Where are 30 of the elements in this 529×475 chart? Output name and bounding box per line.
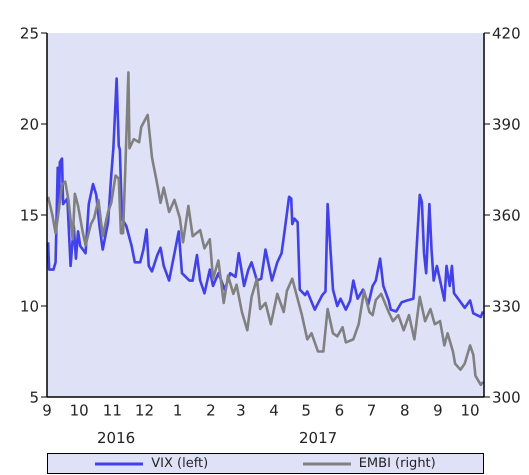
x-tick-label: 9: [433, 402, 443, 420]
line-series: [47, 71, 484, 386]
y2-tick-label: 300: [492, 388, 521, 406]
x-tick-label: 3: [236, 402, 246, 420]
y-tick-label: 15: [20, 206, 39, 224]
x-tick-label: 1: [172, 402, 182, 420]
y2-tick-label: 420: [492, 24, 521, 42]
text: 2016: [97, 429, 136, 447]
y2-tick-label: 360: [492, 206, 521, 224]
x-tick-label: 11: [102, 402, 122, 420]
line-series: [47, 77, 484, 318]
legend-label: EMBI (right): [358, 456, 436, 471]
y2-tick-label: 330: [492, 297, 521, 316]
x-tick-label: 10: [70, 402, 89, 420]
legend-label: VIX (left): [150, 456, 208, 471]
y-tick-label: 25: [20, 24, 39, 42]
x-tick-label: 10: [460, 402, 480, 420]
y-tick-label: 10: [20, 297, 39, 316]
x-tick-label: 12: [134, 402, 154, 420]
x-tick-label: 2: [206, 402, 216, 420]
x-tick-label: 4: [269, 402, 279, 420]
y-tick-label: 5: [29, 388, 39, 406]
x-tick-label: 6: [334, 402, 344, 420]
y2-tick-label: 390: [492, 115, 521, 134]
x-tick-label: 7: [366, 402, 376, 420]
x-tick-label: 9: [42, 402, 52, 420]
x-tick-label: 5: [301, 402, 311, 420]
y-tick-label: 20: [20, 115, 39, 134]
text: 2017: [299, 429, 338, 447]
x-tick-label: 8: [400, 402, 410, 420]
